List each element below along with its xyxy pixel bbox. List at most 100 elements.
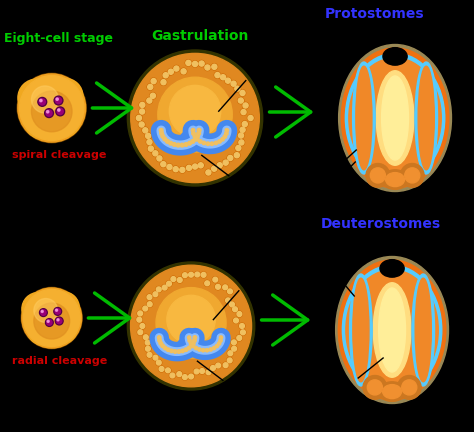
Circle shape xyxy=(194,272,200,277)
Ellipse shape xyxy=(382,170,409,189)
Ellipse shape xyxy=(415,278,431,382)
Circle shape xyxy=(163,73,168,78)
Circle shape xyxy=(38,289,65,317)
Circle shape xyxy=(39,99,46,105)
Circle shape xyxy=(147,84,154,90)
Circle shape xyxy=(156,360,161,365)
Circle shape xyxy=(181,69,186,74)
Circle shape xyxy=(25,105,58,139)
Circle shape xyxy=(223,363,228,368)
Circle shape xyxy=(227,289,233,294)
Circle shape xyxy=(188,272,194,278)
Circle shape xyxy=(233,318,239,324)
Circle shape xyxy=(210,365,216,371)
Circle shape xyxy=(235,86,240,91)
Circle shape xyxy=(197,128,201,132)
Circle shape xyxy=(41,310,43,312)
Circle shape xyxy=(190,344,193,348)
Ellipse shape xyxy=(338,44,451,191)
Circle shape xyxy=(55,317,63,325)
Circle shape xyxy=(143,334,149,340)
Circle shape xyxy=(223,135,227,138)
Circle shape xyxy=(199,61,204,66)
Circle shape xyxy=(163,137,167,141)
Circle shape xyxy=(367,380,383,395)
Ellipse shape xyxy=(346,53,445,183)
Circle shape xyxy=(198,348,201,351)
Circle shape xyxy=(237,311,242,317)
Circle shape xyxy=(204,64,210,70)
Circle shape xyxy=(160,131,164,135)
Circle shape xyxy=(137,311,143,316)
Circle shape xyxy=(139,102,146,108)
Circle shape xyxy=(192,132,195,135)
Circle shape xyxy=(191,341,195,345)
Circle shape xyxy=(223,362,228,368)
Circle shape xyxy=(165,140,169,143)
Circle shape xyxy=(136,115,142,121)
Circle shape xyxy=(174,66,179,71)
Text: Protostomes: Protostomes xyxy=(324,7,424,21)
Circle shape xyxy=(159,341,163,345)
Circle shape xyxy=(227,358,232,363)
Circle shape xyxy=(46,320,52,325)
Circle shape xyxy=(148,84,153,89)
Circle shape xyxy=(219,339,222,342)
Circle shape xyxy=(192,61,198,67)
Circle shape xyxy=(182,273,187,278)
Circle shape xyxy=(147,301,153,307)
Circle shape xyxy=(234,318,238,323)
Circle shape xyxy=(236,146,241,151)
Circle shape xyxy=(19,76,84,140)
Circle shape xyxy=(225,297,231,303)
Circle shape xyxy=(161,344,164,348)
Circle shape xyxy=(231,346,237,352)
Circle shape xyxy=(216,363,220,368)
Circle shape xyxy=(146,352,153,358)
Circle shape xyxy=(199,60,205,67)
Circle shape xyxy=(168,69,173,74)
Circle shape xyxy=(131,54,259,183)
Circle shape xyxy=(248,115,253,121)
Circle shape xyxy=(228,351,233,356)
Circle shape xyxy=(177,372,182,377)
Circle shape xyxy=(152,150,158,156)
Circle shape xyxy=(165,368,170,373)
Circle shape xyxy=(405,168,420,183)
Circle shape xyxy=(130,265,252,387)
Circle shape xyxy=(227,155,233,161)
Circle shape xyxy=(143,335,148,340)
Circle shape xyxy=(188,141,191,145)
Circle shape xyxy=(225,128,228,132)
Circle shape xyxy=(226,298,230,303)
Circle shape xyxy=(239,324,245,328)
Circle shape xyxy=(46,103,81,137)
Circle shape xyxy=(167,295,215,344)
Circle shape xyxy=(151,78,157,84)
Circle shape xyxy=(157,156,162,161)
Circle shape xyxy=(220,74,226,80)
Circle shape xyxy=(211,166,217,171)
Circle shape xyxy=(229,302,234,307)
Circle shape xyxy=(199,140,202,143)
Circle shape xyxy=(366,164,390,187)
Circle shape xyxy=(234,152,240,158)
Circle shape xyxy=(225,132,228,135)
Circle shape xyxy=(204,280,210,286)
Circle shape xyxy=(169,141,173,145)
Circle shape xyxy=(159,128,163,132)
Circle shape xyxy=(188,339,191,342)
Circle shape xyxy=(163,72,169,78)
Circle shape xyxy=(243,102,249,108)
Circle shape xyxy=(140,324,145,328)
Circle shape xyxy=(189,272,193,277)
Circle shape xyxy=(212,346,216,350)
Circle shape xyxy=(140,102,145,108)
Circle shape xyxy=(143,306,148,311)
Circle shape xyxy=(145,346,151,352)
Circle shape xyxy=(235,145,241,151)
Circle shape xyxy=(193,135,197,138)
Ellipse shape xyxy=(353,278,369,382)
Ellipse shape xyxy=(353,62,375,174)
Circle shape xyxy=(228,350,233,356)
